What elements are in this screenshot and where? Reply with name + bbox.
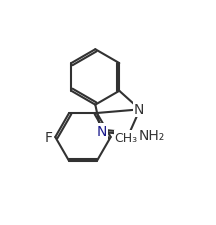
Text: NH₂: NH₂ — [139, 129, 165, 143]
Text: N: N — [134, 102, 144, 116]
Text: CH₃: CH₃ — [114, 131, 138, 144]
Text: F: F — [44, 130, 52, 144]
Text: N: N — [96, 124, 107, 138]
